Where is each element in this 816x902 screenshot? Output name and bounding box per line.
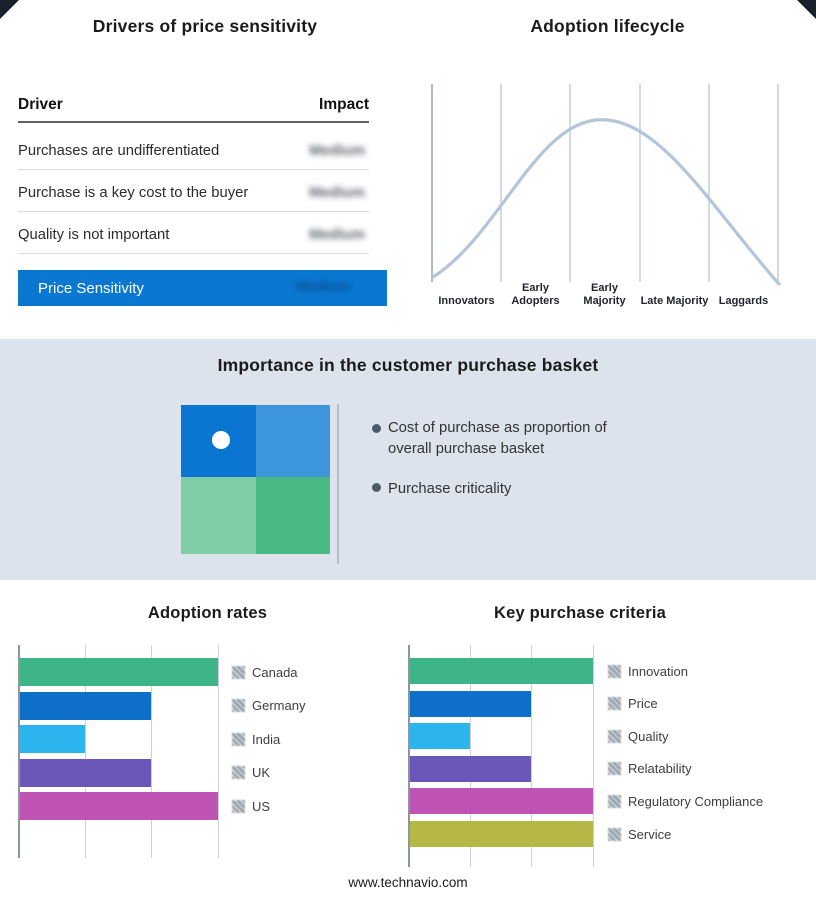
grid-line — [592, 645, 594, 867]
bullet-icon — [372, 424, 381, 433]
row-rule — [18, 253, 369, 254]
bullet-icon — [372, 483, 381, 492]
legend-label: Canada — [252, 664, 298, 680]
grid-line — [531, 645, 532, 867]
legend-label: Regulatory Compliance — [628, 793, 764, 809]
stage-label-innovators: Innovators — [438, 294, 495, 307]
bar-price — [410, 690, 531, 717]
middle-band-background — [0, 339, 816, 580]
legend-marker-redacted — [608, 794, 621, 808]
driver-row-1: Purchases are undifferentiated Medium — [18, 143, 369, 163]
impact-value-redacted: Medium — [309, 185, 365, 201]
quadrant-bottom-right — [255, 477, 330, 554]
bar-uk — [20, 758, 151, 787]
row-rule — [18, 169, 369, 170]
key-purchase-criteria-chart: Innovation Price Quality Relatability Regula… — [408, 645, 808, 867]
legend-label: Innovation — [628, 663, 688, 679]
bar-canada — [20, 658, 218, 686]
quadrant-top-right — [255, 405, 330, 477]
quadrant-top-left — [181, 405, 256, 477]
legend-marker-redacted — [232, 665, 245, 679]
legend-marker-redacted — [232, 699, 245, 713]
driver-row-3: Quality is not important Medium — [18, 227, 369, 247]
footer-url: www.technavio.com — [348, 875, 468, 890]
legend-marker-redacted — [608, 697, 621, 711]
bar-regulatory-compliance — [410, 788, 593, 815]
driver-label: Purchase is a key cost to the buyer — [18, 185, 249, 201]
lifecycle-curve-chart — [431, 84, 781, 286]
legend-marker-redacted — [608, 664, 621, 678]
legend-label: Relatability — [628, 761, 692, 777]
bar-us — [20, 792, 218, 821]
adoption-rates-title: Adoption rates — [147, 604, 268, 622]
legend-marker-redacted — [608, 827, 621, 841]
grid-line — [151, 645, 152, 858]
driver-label: Purchases are undifferentiated — [18, 143, 220, 159]
legend-label: Service — [628, 826, 672, 842]
stage-label-laggards: Laggards — [718, 294, 769, 307]
bar-relatability — [410, 755, 531, 782]
legend-marker-redacted — [608, 762, 621, 776]
legend-label: US — [252, 798, 271, 814]
basket-panel-title: Importance in the customer purchase bask… — [217, 355, 599, 375]
price-sensitivity-label: Price Sensitivity — [38, 279, 144, 297]
adoption-rates-chart: Canada Germany India UK US — [18, 645, 396, 858]
table-header-rule — [18, 121, 369, 123]
stage-label-late-majority: Late Majority — [640, 294, 709, 307]
key-purchase-criteria-title: Key purchase criteria — [493, 604, 667, 622]
stage-label-early-adopters: Early Adopters — [511, 281, 560, 307]
legend-marker-redacted — [232, 799, 245, 813]
grid-line — [217, 645, 219, 858]
quadrant-bottom-left — [181, 477, 256, 554]
legend-marker-redacted — [232, 732, 245, 746]
bar-service — [410, 821, 593, 847]
legend-label: Price — [628, 696, 658, 712]
stage-label-early-majority: Early Majority — [583, 281, 626, 307]
quadrant-marker-dot — [212, 431, 230, 449]
legend-label: UK — [252, 765, 271, 781]
bar-germany — [20, 691, 151, 720]
lifecycle-gridlines — [431, 84, 779, 282]
price-sensitivity-bar: Price Sensitivity Medium — [18, 270, 387, 306]
bar-quality — [410, 723, 470, 750]
bar-innovation — [410, 658, 593, 684]
price-sensitivity-value-redacted: Medium — [296, 279, 351, 295]
driver-label: Quality is not important — [18, 227, 170, 243]
basket-bullet-2: Purchase criticality — [388, 481, 512, 497]
impact-value-redacted: Medium — [309, 227, 365, 243]
impact-value-redacted: Medium — [309, 143, 365, 159]
legend-marker-redacted — [232, 766, 245, 780]
lifecycle-panel-title: Adoption lifecycle — [530, 16, 685, 36]
bar-india — [20, 725, 85, 754]
y-axis — [408, 645, 410, 867]
impact-column-header: Impact — [319, 96, 369, 113]
legend-marker-redacted — [608, 729, 621, 743]
row-rule — [18, 211, 369, 212]
quadrant-divider-line — [337, 404, 339, 564]
drivers-panel-title: Drivers of price sensitivity — [92, 16, 318, 36]
bell-curve — [431, 118, 781, 286]
grid-line — [84, 645, 86, 858]
legend-label: Quality — [628, 728, 669, 744]
driver-row-2: Purchase is a key cost to the buyer Medi… — [18, 185, 369, 205]
legend-label: India — [252, 731, 281, 747]
purchase-basket-quadrant — [181, 405, 330, 554]
y-axis — [18, 645, 20, 858]
driver-column-header: Driver — [18, 96, 63, 113]
corner-triangle-top-left — [0, 0, 19, 19]
legend-label: Germany — [252, 698, 306, 714]
basket-bullet-1: Cost of purchase as proportion of overal… — [388, 420, 607, 457]
corner-triangle-top-right — [797, 0, 816, 19]
